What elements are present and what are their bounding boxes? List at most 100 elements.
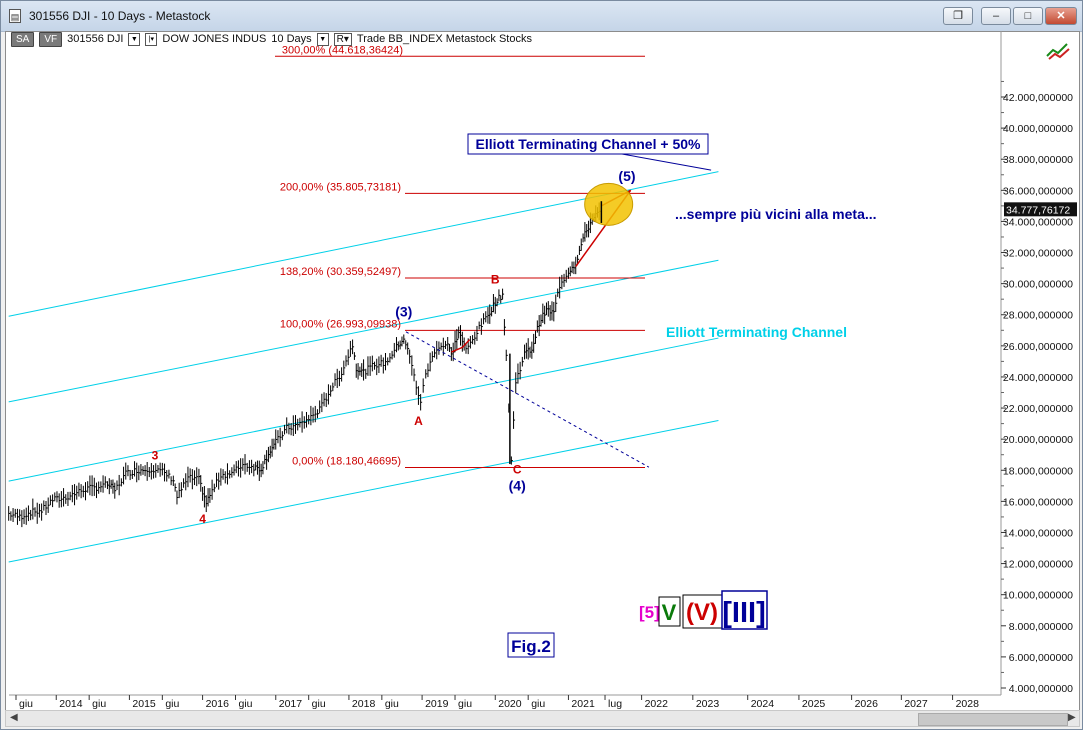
wave-label-red: 3 xyxy=(152,448,159,462)
dashed-trendline xyxy=(405,331,650,468)
r-button-label: R xyxy=(336,33,344,45)
x-tick-label: 2014 xyxy=(59,698,83,710)
x-tick-label: 2018 xyxy=(352,698,376,710)
x-tick-label: 2020 xyxy=(498,698,522,710)
x-tick-label: lug xyxy=(608,698,622,710)
r-button[interactable]: R▾ xyxy=(333,32,352,46)
wave-label-blue: (3) xyxy=(395,303,412,319)
chart-toolbar: SA VF 301556 DJI ▼ |▾ DOW JONES INDUS 10… xyxy=(11,31,532,47)
wave-label-red: 4 xyxy=(199,512,206,526)
y-tick-label: 10.000,000000 xyxy=(1003,590,1073,602)
symbol-label: 301556 DJI xyxy=(67,33,124,45)
y-tick-label: 26.000,000000 xyxy=(1003,341,1073,353)
sa-button[interactable]: SA xyxy=(11,31,35,47)
channel-line-2 xyxy=(8,259,719,403)
degree-minor: [5] xyxy=(639,603,660,622)
degree-intermediate-box xyxy=(658,596,681,627)
wave-label-blue: (4) xyxy=(509,477,526,493)
price-chart: 300,00% (44.618,36424) 200,00% (35.805,73… xyxy=(8,31,1077,710)
y-tick-label: 20.000,000000 xyxy=(1003,434,1073,446)
x-tick-label: giu xyxy=(458,698,472,710)
y-tick-label: 6.000,000000 xyxy=(1009,652,1073,664)
x-tick-label: giu xyxy=(312,698,326,710)
x-tick-label: giu xyxy=(92,698,106,710)
chart-document-icon: ▤ xyxy=(9,9,21,23)
channel-line-3 xyxy=(8,337,719,482)
y-tick-label: 34.000,000000 xyxy=(1003,216,1073,228)
horizontal-scrollbar[interactable]: ◀ ▶ xyxy=(5,710,1080,727)
wave-label-red: A xyxy=(414,414,423,428)
y-tick-label: 24.000,000000 xyxy=(1003,372,1073,384)
degree-cycle-box xyxy=(721,590,768,630)
minimize-button[interactable]: – xyxy=(981,7,1011,25)
x-tick-label: 2015 xyxy=(132,698,156,710)
y-tick-label: 42.000,000000 xyxy=(1003,92,1073,104)
x-tick-label: giu xyxy=(165,698,179,710)
fib-label: 138,20% (30.359,52497) xyxy=(280,266,401,278)
periodicity-dropdown-icon[interactable]: ▼ xyxy=(316,32,329,46)
indicator-dropdown-icon[interactable]: |▾ xyxy=(145,32,158,46)
channel-plus50-label: Elliott Terminating Channel + 50% xyxy=(476,136,701,152)
comment-label: ...sempre più vicini alla meta... xyxy=(675,206,877,222)
last-price-tag xyxy=(1004,202,1077,217)
x-tick-label: 2022 xyxy=(645,698,669,710)
y-tick-label: 38.000,000000 xyxy=(1003,154,1073,166)
y-tick-label: 12.000,000000 xyxy=(1003,559,1073,571)
symbol-dropdown-icon[interactable]: ▼ xyxy=(128,32,141,46)
x-tick-label: 2016 xyxy=(206,698,230,710)
channel-line-4 xyxy=(8,420,719,563)
fib-label: 200,00% (35.805,73181) xyxy=(280,181,401,193)
x-tick-label: 2021 xyxy=(571,698,595,710)
channel-plus50-box xyxy=(467,133,709,155)
window-title: 301556 DJI - 10 Days - Metastock xyxy=(29,9,211,23)
y-tick-label: 40.000,000000 xyxy=(1003,123,1073,135)
fib-label: 300,00% (44.618,36424) xyxy=(282,44,403,56)
y-tick-label: 14.000,000000 xyxy=(1003,527,1073,539)
scroll-left-icon[interactable]: ◀ xyxy=(10,712,18,723)
y-tick-label: 16.000,000000 xyxy=(1003,496,1073,508)
vf-button[interactable]: VF xyxy=(39,31,63,47)
chart-tools-icon[interactable] xyxy=(1045,41,1071,61)
title-bar[interactable]: ▤ 301556 DJI - 10 Days - Metastock ❐ – □… xyxy=(1,1,1082,32)
x-tick-label: 2025 xyxy=(802,698,826,710)
x-tick-label: 2028 xyxy=(956,698,980,710)
periodicity-label: 10 Days xyxy=(271,33,312,45)
y-tick-label: 36.000,000000 xyxy=(1003,185,1073,197)
degree-primary-box xyxy=(682,594,723,629)
wave-label-red: C xyxy=(513,462,522,476)
degree-primary: (V) xyxy=(686,599,718,626)
security-name-label: DOW JONES INDUS xyxy=(162,33,267,45)
restore-chart-button[interactable]: ❐ xyxy=(943,7,973,25)
fib-label: 0,00% (18.180,46695) xyxy=(292,455,401,467)
x-tick-label: giu xyxy=(385,698,399,710)
x-tick-label: giu xyxy=(531,698,545,710)
y-tick-label: 4.000,000000 xyxy=(1009,683,1073,695)
maximize-button[interactable]: □ xyxy=(1013,7,1043,25)
y-tick-label: 8.000,000000 xyxy=(1009,621,1073,633)
x-tick-label: giu xyxy=(19,698,33,710)
wave-b-zigzag xyxy=(451,339,471,353)
wave-label-red: B xyxy=(491,273,500,287)
degree-cycle: [III] xyxy=(722,597,766,629)
x-tick-label: 2019 xyxy=(425,698,449,710)
x-tick-label: 2017 xyxy=(279,698,303,710)
wave-label-blue: (5) xyxy=(618,168,635,184)
fig-label: Fig.2 xyxy=(511,637,551,656)
toolbar-info: Trade BB_INDEX Metastock Stocks xyxy=(356,33,532,45)
x-tick-label: 2024 xyxy=(751,698,775,710)
y-tick-label: 32.000,000000 xyxy=(1003,248,1073,260)
y-tick-label: 22.000,000000 xyxy=(1003,403,1073,415)
target-circle xyxy=(584,182,634,226)
last-price-label: 34.777,76172 xyxy=(1006,204,1070,216)
x-tick-label: 2023 xyxy=(696,698,720,710)
scroll-thumb[interactable] xyxy=(918,713,1068,726)
fib-label: 100,00% (26.993,09938) xyxy=(280,318,401,330)
channel-label: Elliott Terminating Channel xyxy=(666,324,847,340)
x-tick-label: 2027 xyxy=(904,698,928,710)
y-tick-label: 28.000,000000 xyxy=(1003,310,1073,322)
x-tick-label: giu xyxy=(239,698,253,710)
scroll-right-icon[interactable]: ▶ xyxy=(1068,712,1076,723)
close-button[interactable]: ✕ xyxy=(1045,7,1077,25)
fig-box xyxy=(507,632,555,658)
